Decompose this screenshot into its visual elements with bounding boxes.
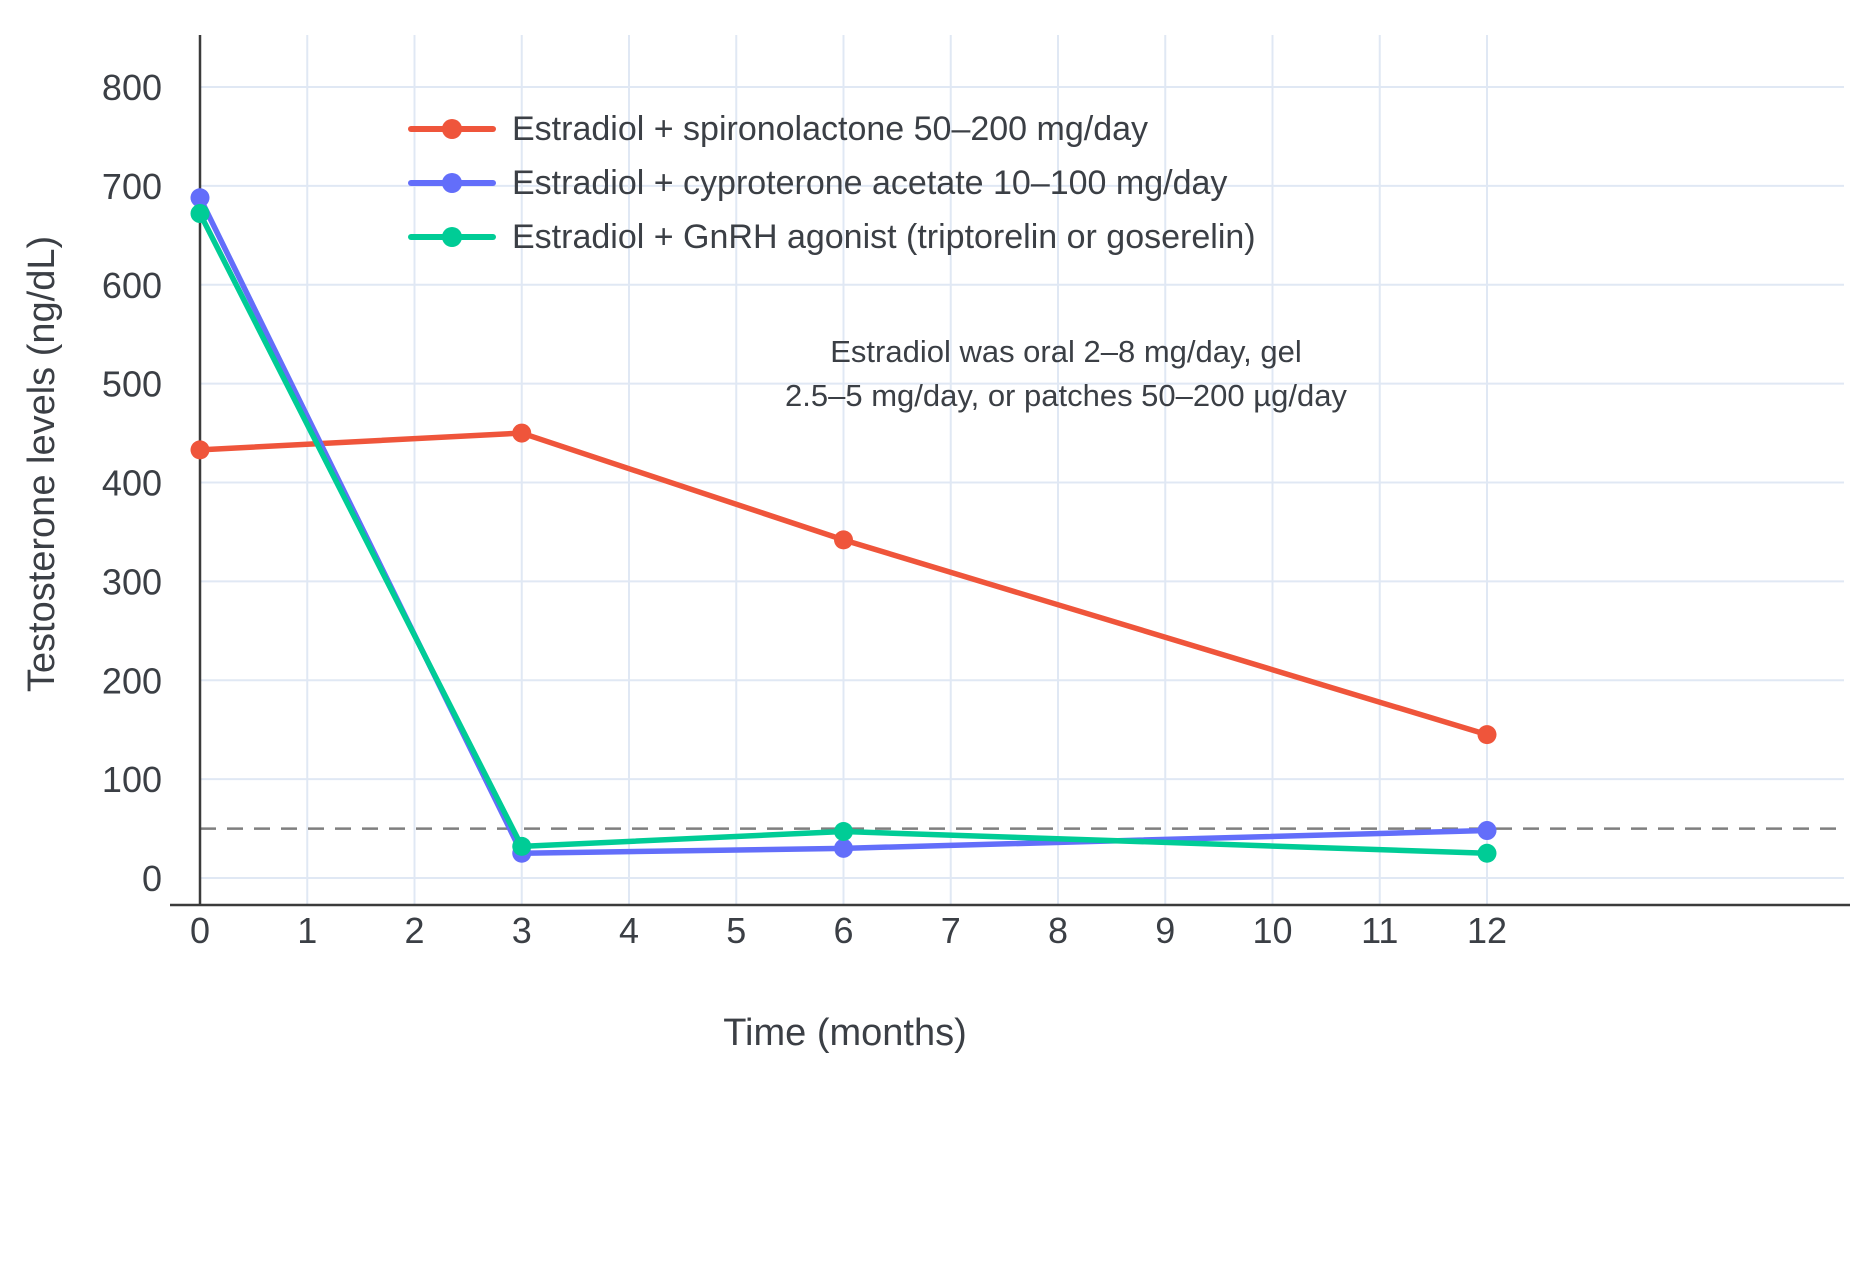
- annotation-line-2: 2.5–5 mg/day, or patches 50–200 µg/day: [785, 378, 1347, 413]
- x-tick-label: 10: [1252, 910, 1292, 951]
- legend-dot-icon: [442, 227, 462, 247]
- y-tick-label: 600: [102, 265, 162, 306]
- x-tick-label: 2: [404, 910, 424, 951]
- y-tick-label: 400: [102, 463, 162, 504]
- data-point-2: [834, 822, 853, 842]
- annotation: Estradiol was oral 2–8 mg/day, gel 2.5–5…: [743, 330, 1389, 418]
- data-point-1: [1477, 821, 1497, 841]
- x-tick-label: 1: [297, 910, 317, 951]
- x-tick-label: 3: [512, 910, 532, 951]
- y-tick-label: 200: [102, 660, 162, 701]
- legend-label: Estradiol + spironolactone 50–200 mg/day: [512, 109, 1149, 148]
- x-tick-label: 11: [1361, 910, 1398, 951]
- data-point-0: [834, 530, 853, 550]
- y-tick-label: 800: [102, 67, 162, 108]
- data-point-1: [834, 838, 853, 858]
- annotation-line-1: Estradiol was oral 2–8 mg/day, gel: [830, 334, 1302, 369]
- legend-line-marker-icon: [408, 173, 496, 193]
- data-point-2: [512, 836, 532, 856]
- x-tick-label: 6: [833, 910, 853, 951]
- legend-item-gnrh: Estradiol + GnRH agonist (triptorelin or…: [408, 210, 1256, 264]
- data-point-1: [190, 188, 210, 208]
- x-tick-label: 12: [1467, 910, 1507, 951]
- data-point-0: [1477, 725, 1497, 745]
- data-point-0: [512, 423, 532, 443]
- legend-line-marker-icon: [408, 227, 496, 247]
- x-tick-label: 5: [726, 910, 746, 951]
- series-line-0: [197, 430, 1490, 738]
- data-point-2: [190, 204, 210, 224]
- y-tick-label: 500: [102, 364, 162, 405]
- series-line-2: [197, 210, 1490, 857]
- x-tick-label: 4: [619, 910, 639, 951]
- y-tick-label: 0: [142, 858, 162, 899]
- legend: Estradiol + spironolactone 50–200 mg/day…: [408, 102, 1256, 264]
- legend-item-cyproterone: Estradiol + cyproterone acetate 10–100 m…: [408, 156, 1256, 210]
- y-tick-label: 300: [102, 561, 162, 602]
- y-tick-label: 700: [102, 166, 162, 207]
- legend-label: Estradiol + cyproterone acetate 10–100 m…: [512, 163, 1228, 202]
- x-tick-label: 8: [1048, 910, 1068, 951]
- y-tick-label: 100: [102, 759, 162, 800]
- x-axis-title: Time (months): [723, 1012, 967, 1054]
- legend-label: Estradiol + GnRH agonist (triptorelin or…: [512, 217, 1256, 256]
- legend-dot-icon: [442, 119, 462, 139]
- legend-line-marker-icon: [408, 119, 496, 139]
- x-tick-label: 0: [190, 910, 210, 951]
- data-point-0: [190, 440, 210, 460]
- legend-dot-icon: [442, 173, 462, 193]
- x-tick-label: 9: [1155, 910, 1175, 951]
- x-tick-label: 7: [941, 910, 961, 951]
- data-point-2: [1477, 843, 1497, 863]
- legend-item-spironolactone: Estradiol + spironolactone 50–200 mg/day: [408, 102, 1256, 156]
- y-axis-title: Testosterone levels (ng/dL): [21, 235, 63, 693]
